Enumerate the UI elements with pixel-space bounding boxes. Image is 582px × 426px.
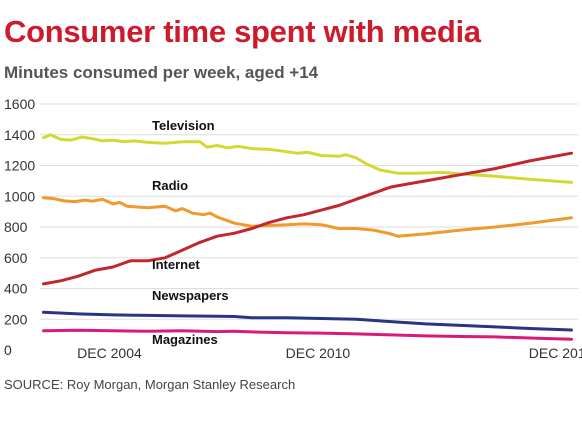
internet-line — [42, 151, 573, 286]
y-tick-label: 200 — [4, 311, 28, 327]
series-lines — [42, 133, 573, 341]
radio-label: Radio — [152, 178, 188, 193]
internet-label: Internet — [152, 257, 200, 272]
y-tick-label: 1200 — [4, 158, 35, 174]
chart-subtitle: Minutes consumed per week, aged +14 — [4, 63, 319, 82]
newspapers-label: Newspapers — [152, 288, 229, 303]
y-tick-label: 1000 — [4, 188, 35, 204]
y-tick-label: 1400 — [4, 127, 35, 143]
television-label: Television — [152, 118, 215, 133]
chart-title: Consumer time spent with media — [4, 14, 481, 49]
magazines-label: Magazines — [152, 332, 218, 347]
series-labels: Television Radio Internet Newspapers Magazin… — [152, 118, 229, 347]
gridlines — [40, 103, 578, 320]
x-tick-label: DEC 2010 — [286, 345, 351, 361]
y-tick-label: 1600 — [4, 96, 35, 112]
y-tick-label: 800 — [4, 219, 28, 235]
y-tick-label: 0 — [4, 342, 12, 358]
magazines-line — [42, 328, 573, 341]
x-axis-ticks: DEC 2004 DEC 2010 DEC 2017 — [77, 345, 582, 361]
newspapers-line — [42, 310, 573, 332]
radio-line — [42, 196, 573, 238]
y-axis-ticks: 0 200 400 600 800 1000 1200 1400 1600 — [4, 96, 35, 358]
y-tick-label: 600 — [4, 250, 28, 266]
y-tick-label: 400 — [4, 281, 28, 297]
x-tick-label: DEC 2004 — [77, 345, 142, 361]
source-note: SOURCE: Roy Morgan, Morgan Stanley Resea… — [4, 377, 296, 392]
television-line — [42, 133, 573, 184]
x-tick-label: DEC 2017 — [529, 345, 582, 361]
